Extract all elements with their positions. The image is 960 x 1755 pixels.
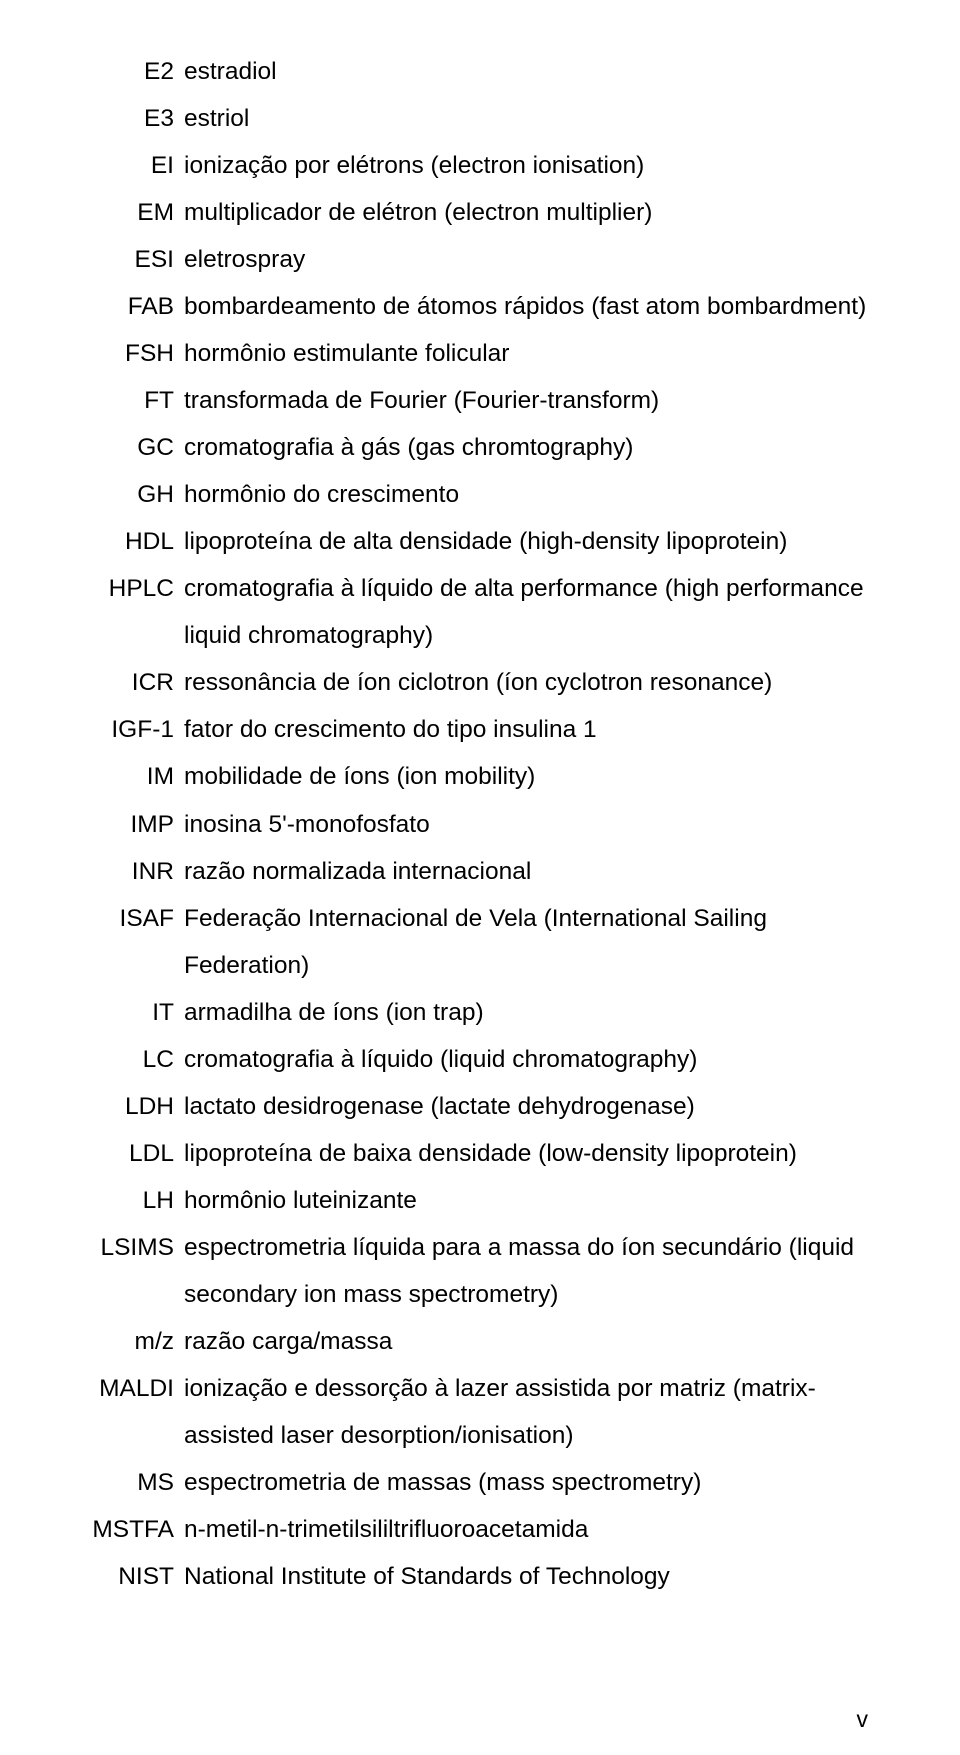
glossary-abbr: LH: [88, 1177, 184, 1224]
glossary-definition: razão carga/massa: [184, 1318, 872, 1365]
glossary-entry: LCcromatografia à líquido (liquid chroma…: [88, 1036, 872, 1083]
glossary-entry: MALDIionização e dessorção à lazer assis…: [88, 1365, 872, 1459]
glossary-entry: LDHlactato desidrogenase (lactate dehydr…: [88, 1083, 872, 1130]
glossary-definition: espectrometria de massas (mass spectrome…: [184, 1459, 872, 1506]
glossary-definition: mobilidade de íons (ion mobility): [184, 753, 872, 800]
glossary-definition: razão normalizada internacional: [184, 848, 872, 895]
glossary-entry: MSTFAn-metil-n-trimetilsililtrifluoroace…: [88, 1506, 872, 1553]
glossary-list: E2estradiolE3estriolEIionização por elét…: [88, 48, 872, 1600]
glossary-abbr: FSH: [88, 330, 184, 377]
glossary-abbr: FAB: [88, 283, 184, 330]
glossary-definition: National Institute of Standards of Techn…: [184, 1553, 872, 1600]
glossary-abbr: m/z: [88, 1318, 184, 1365]
glossary-abbr: ISAF: [88, 895, 184, 942]
glossary-definition: cromatografia à gás (gas chromtography): [184, 424, 872, 471]
glossary-definition: espectrometria líquida para a massa do í…: [184, 1224, 872, 1318]
glossary-definition: lactato desidrogenase (lactate dehydroge…: [184, 1083, 872, 1130]
glossary-entry: IGF-1fator do crescimento do tipo insuli…: [88, 706, 872, 753]
glossary-abbr: ICR: [88, 659, 184, 706]
glossary-entry: EMmultiplicador de elétron (electron mul…: [88, 189, 872, 236]
glossary-definition: cromatografia à líquido (liquid chromato…: [184, 1036, 872, 1083]
glossary-abbr: MSTFA: [88, 1506, 184, 1553]
glossary-abbr: GC: [88, 424, 184, 471]
glossary-abbr: LSIMS: [88, 1224, 184, 1271]
glossary-entry: IMPinosina 5'-monofosfato: [88, 801, 872, 848]
glossary-definition: multiplicador de elétron (electron multi…: [184, 189, 872, 236]
glossary-definition: estradiol: [184, 48, 872, 95]
glossary-abbr: IT: [88, 989, 184, 1036]
glossary-entry: ISAFFederação Internacional de Vela (Int…: [88, 895, 872, 989]
glossary-abbr: HDL: [88, 518, 184, 565]
glossary-entry: E3estriol: [88, 95, 872, 142]
glossary-entry: LSIMSespectrometria líquida para a massa…: [88, 1224, 872, 1318]
page-number: v: [857, 1706, 869, 1733]
glossary-entry: m/zrazão carga/massa: [88, 1318, 872, 1365]
glossary-abbr: NIST: [88, 1553, 184, 1600]
glossary-abbr: E2: [88, 48, 184, 95]
glossary-abbr: E3: [88, 95, 184, 142]
glossary-definition: lipoproteína de baixa densidade (low-den…: [184, 1130, 872, 1177]
glossary-definition: n-metil-n-trimetilsililtrifluoroacetamid…: [184, 1506, 872, 1553]
glossary-abbr: GH: [88, 471, 184, 518]
glossary-definition: fator do crescimento do tipo insulina 1: [184, 706, 872, 753]
glossary-entry: ICRressonância de íon ciclotron (íon cyc…: [88, 659, 872, 706]
glossary-abbr: EM: [88, 189, 184, 236]
glossary-abbr: FT: [88, 377, 184, 424]
glossary-definition: hormônio estimulante folicular: [184, 330, 872, 377]
glossary-definition: bombardeamento de átomos rápidos (fast a…: [184, 283, 872, 330]
glossary-entry: LHhormônio luteinizante: [88, 1177, 872, 1224]
glossary-entry: ESIeletrospray: [88, 236, 872, 283]
glossary-abbr: IGF-1: [88, 706, 184, 753]
glossary-entry: GHhormônio do crescimento: [88, 471, 872, 518]
glossary-abbr: IM: [88, 753, 184, 800]
glossary-definition: hormônio do crescimento: [184, 471, 872, 518]
glossary-entry: HDLlipoproteína de alta densidade (high-…: [88, 518, 872, 565]
glossary-abbr: LDL: [88, 1130, 184, 1177]
glossary-entry: GCcromatografia à gás (gas chromtography…: [88, 424, 872, 471]
glossary-abbr: EI: [88, 142, 184, 189]
glossary-abbr: IMP: [88, 801, 184, 848]
glossary-entry: INRrazão normalizada internacional: [88, 848, 872, 895]
glossary-definition: cromatografia à líquido de alta performa…: [184, 565, 872, 659]
glossary-abbr: HPLC: [88, 565, 184, 612]
glossary-definition: transformada de Fourier (Fourier-transfo…: [184, 377, 872, 424]
glossary-entry: FSHhormônio estimulante folicular: [88, 330, 872, 377]
glossary-entry: NISTNational Institute of Standards of T…: [88, 1553, 872, 1600]
glossary-definition: armadilha de íons (ion trap): [184, 989, 872, 1036]
glossary-entry: E2estradiol: [88, 48, 872, 95]
glossary-entry: ITarmadilha de íons (ion trap): [88, 989, 872, 1036]
glossary-definition: inosina 5'-monofosfato: [184, 801, 872, 848]
glossary-entry: FABbombardeamento de átomos rápidos (fas…: [88, 283, 872, 330]
glossary-definition: estriol: [184, 95, 872, 142]
glossary-abbr: ESI: [88, 236, 184, 283]
glossary-entry: MSespectrometria de massas (mass spectro…: [88, 1459, 872, 1506]
glossary-abbr: MALDI: [88, 1365, 184, 1412]
glossary-abbr: LDH: [88, 1083, 184, 1130]
glossary-entry: FTtransformada de Fourier (Fourier-trans…: [88, 377, 872, 424]
glossary-abbr: LC: [88, 1036, 184, 1083]
glossary-entry: EIionização por elétrons (electron ionis…: [88, 142, 872, 189]
glossary-entry: LDLlipoproteína de baixa densidade (low-…: [88, 1130, 872, 1177]
glossary-definition: eletrospray: [184, 236, 872, 283]
glossary-definition: ionização por elétrons (electron ionisat…: [184, 142, 872, 189]
glossary-definition: ionização e dessorção à lazer assistida …: [184, 1365, 872, 1459]
glossary-abbr: INR: [88, 848, 184, 895]
glossary-definition: Federação Internacional de Vela (Interna…: [184, 895, 872, 989]
glossary-definition: lipoproteína de alta densidade (high-den…: [184, 518, 872, 565]
glossary-definition: ressonância de íon ciclotron (íon cyclot…: [184, 659, 872, 706]
glossary-entry: HPLCcromatografia à líquido de alta perf…: [88, 565, 872, 659]
glossary-entry: IMmobilidade de íons (ion mobility): [88, 753, 872, 800]
glossary-abbr: MS: [88, 1459, 184, 1506]
glossary-definition: hormônio luteinizante: [184, 1177, 872, 1224]
